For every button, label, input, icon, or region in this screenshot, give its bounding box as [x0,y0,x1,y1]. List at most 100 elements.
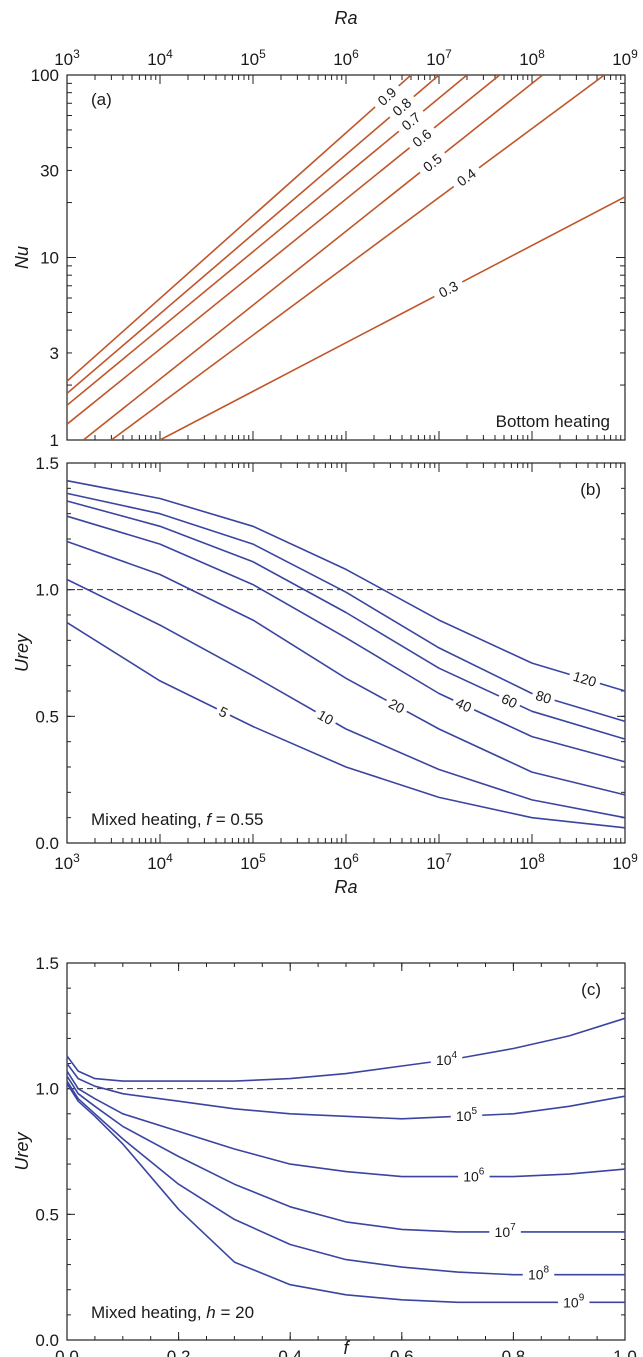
curve-label-40-background [449,691,478,719]
y-tick-label: 100 [31,66,59,85]
curve-label-0.6-background [403,121,440,155]
y-axis-title: Urey [12,633,32,672]
y-tick-label: 1.0 [35,1080,59,1099]
curve-label-104-group: 104 [430,1050,463,1069]
curve-label-106: 106 [463,1167,485,1185]
y-tick-label: 0.0 [35,1331,59,1350]
curve-label-10: 10 [315,706,337,728]
series-line-4 [66,1080,625,1276]
curve-label-106-group: 106 [458,1167,490,1186]
panel-a-frame [66,74,626,441]
x-axis-title: Ra [334,877,357,897]
series-line-0 [66,621,626,829]
x-axis-title: f [343,1338,350,1357]
curve-label-0.5-background [414,145,451,180]
panel-annotation: Mixed heating, f = 0.55 [91,810,264,829]
curve-label-107: 107 [495,1222,517,1240]
y-tick-label: 1 [50,431,59,450]
x-tick-label-top: 108 [519,47,545,69]
series-line-5 [66,1083,625,1304]
curve-label-40-group: 40 [449,691,478,719]
x-tick-label: 105 [240,851,266,873]
curve-label-104-background [430,1051,463,1069]
x-tick-label-top: 105 [240,47,266,69]
curve-label-109: 109 [563,1292,585,1310]
series-line-3 [67,75,501,425]
curve-label-0.4-group: 0.4 [448,160,485,194]
curve-label-60: 60 [499,690,520,711]
series-line-0 [159,196,625,440]
curve-label-120-background [567,665,603,693]
panel-annotation: Mixed heating, h = 20 [91,1303,254,1322]
curve-label-0.8-background [383,89,420,124]
curve-label-107-group: 107 [489,1222,521,1241]
curve-label-105: 105 [456,1106,478,1124]
curve-label-0.3-background [430,273,467,305]
x-tick-label: 0.2 [167,1347,191,1357]
curve-label-60-background [495,687,524,714]
series-line-1 [66,578,626,819]
series-line-6 [66,479,626,692]
curve-label-80-group: 80 [529,685,558,709]
curve-label-0.7-group: 0.7 [393,104,429,139]
x-tick-label: 108 [519,851,545,873]
x-tick-label: 104 [147,851,173,873]
curve-label-106-background [458,1167,490,1186]
panel-label: (c) [581,980,601,999]
curve-label-0.7-background [393,104,429,139]
y-tick-label: 0.0 [35,834,59,853]
x-tick-label: 106 [333,851,359,873]
curve-label-5-group: 5 [212,700,234,724]
y-tick-label: 1.5 [35,954,59,973]
curve-label-20-group: 20 [382,692,412,720]
x-tick-label-top: 106 [333,47,359,69]
x-tick-label: 109 [612,851,638,873]
curve-label-107-background [489,1222,521,1241]
top-axis-title: Ra [334,8,357,28]
series-line-2 [66,1070,626,1178]
curve-label-105-group: 105 [450,1106,483,1125]
curve-label-0.3-group: 0.3 [430,273,467,305]
x-tick-label: 0.8 [502,1347,526,1357]
curve-label-109-group: 109 [557,1292,590,1312]
series-line-1 [66,1063,626,1120]
series-line-0 [66,1017,626,1082]
panel-a-curves [67,75,625,440]
x-tick-label: 0.6 [390,1347,414,1357]
x-tick-label: 103 [54,851,80,873]
panel-label: (b) [580,480,601,499]
panel-annotation: Bottom heating [496,412,610,431]
x-tick-label-top: 104 [147,47,173,69]
curve-label-10-background [311,703,341,731]
curve-label-108-background [522,1265,555,1284]
curve-label-0.4-background [448,160,485,194]
y-tick-label: 30 [40,161,59,180]
y-tick-label: 10 [40,249,59,268]
curve-label-109-background [557,1293,590,1312]
curve-label-20: 20 [386,695,408,717]
curve-label-0.9-background [369,79,405,114]
series-line-2 [82,75,544,440]
x-tick-label-top: 107 [426,47,452,69]
y-axis-title: Urey [12,1132,32,1171]
curve-label-80-background [529,685,558,709]
y-tick-label: 1.0 [35,581,59,600]
x-tick-label: 1.0 [613,1347,637,1357]
y-tick-label: 3 [50,344,59,363]
series-line-5 [66,492,626,723]
panel-c: 0.0 0.5 1.0 1.5 0.0 0.2 0.4 0.6 0.8 1.0 f Urey (c) Mi… [12,954,637,1357]
series-line-5 [67,75,440,395]
series-line-3 [66,515,626,763]
curve-label-40: 40 [453,694,474,715]
series-line-6 [67,75,412,382]
panel-b-frame [66,462,626,844]
series-line-1 [110,75,605,440]
curve-label-105-background [450,1106,483,1125]
x-tick-label: 0.4 [278,1347,302,1357]
x-tick-label: 107 [426,851,452,873]
curve-label-108: 108 [528,1265,550,1283]
series-line-2 [66,540,626,796]
